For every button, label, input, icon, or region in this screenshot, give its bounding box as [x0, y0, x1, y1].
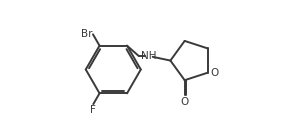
Text: F: F	[90, 105, 96, 115]
Text: NH: NH	[141, 51, 156, 61]
Text: O: O	[181, 97, 189, 107]
Text: Br: Br	[81, 29, 92, 39]
Text: O: O	[211, 68, 219, 78]
